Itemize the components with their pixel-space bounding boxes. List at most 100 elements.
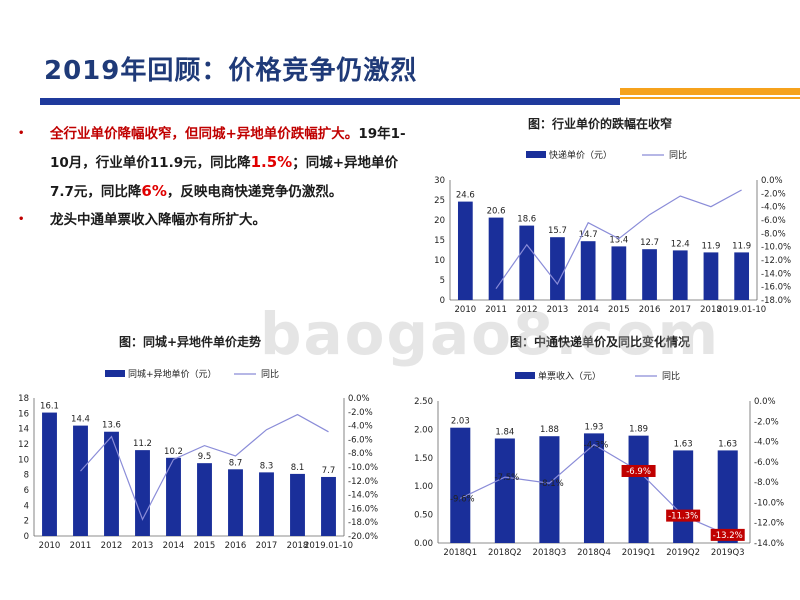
bar	[197, 463, 212, 536]
bar	[290, 473, 305, 536]
yoy-line	[495, 189, 742, 290]
title-underline-orange-thin	[620, 97, 800, 99]
bullet-list: • 全行业单价降幅收窄，但同城+异地单价跌幅扩大。19年1-10月，行业单价11.…	[14, 120, 414, 234]
y-left-tick-label: 2	[24, 517, 29, 527]
bar-value-label: 11.2	[133, 439, 152, 449]
y-right-tick-label: -14.0%	[754, 539, 784, 549]
yoy-label-highlight	[621, 464, 656, 477]
legend-bar-swatch	[515, 372, 535, 379]
bar	[703, 252, 719, 300]
bar-value-label: 13.4	[609, 235, 628, 245]
bar	[494, 438, 515, 543]
bar	[73, 425, 88, 536]
bar	[104, 431, 119, 536]
x-tick-label: 2018Q3	[533, 548, 567, 558]
y-left-tick-label: 14	[18, 425, 29, 435]
bar	[457, 201, 473, 300]
y-right-tick-label: -16.0%	[348, 504, 378, 514]
bar	[519, 225, 535, 300]
y-right-tick-label: -2.0%	[761, 189, 786, 199]
bar	[259, 472, 274, 536]
bullet-item: • 龙头中通单票收入降幅亦有所扩大。	[14, 206, 414, 234]
y-left-tick-label: 1.50	[414, 454, 433, 464]
bullet-text: 龙头中通单票收入降幅亦有所扩大。	[50, 206, 266, 234]
y-right-tick-label: -14.0%	[761, 269, 791, 279]
x-tick-label: 2018Q2	[488, 548, 522, 558]
bullet-text-run: ；同城+异地单价7.7元，同比降	[50, 155, 399, 200]
y-right-tick-label: -12.0%	[761, 256, 791, 266]
bar-value-label: 8.1	[291, 463, 305, 473]
chart3-title: 图：中通快递单价及同比变化情况	[509, 335, 690, 349]
bar-value-label: 15.7	[548, 226, 567, 236]
bar	[628, 435, 649, 543]
y-left-tick-label: 10	[434, 256, 445, 266]
bar-value-label: 1.93	[585, 422, 604, 432]
yoy-value-label: -7.5%	[495, 473, 520, 483]
bar-value-label: 1.89	[629, 425, 648, 435]
bar-value-label: 14.4	[71, 415, 90, 425]
y-right-tick-label: -10.0%	[761, 243, 791, 253]
bar-value-label: 16.1	[40, 402, 59, 412]
bar-value-label: 1.84	[495, 427, 514, 437]
y-right-tick-label: -16.0%	[761, 283, 791, 293]
legend-bar-label: 快递单价（元）	[549, 149, 612, 161]
x-tick-label: 2011	[70, 541, 92, 551]
bullet-text-run: 19年1-10月，行业单价11.9元，同比降	[50, 126, 406, 171]
bar	[450, 427, 471, 543]
yoy-value-label: -13.2%	[713, 531, 743, 541]
y-left-tick-label: 0	[24, 532, 29, 542]
x-tick-label: 2014	[163, 541, 185, 551]
x-tick-label: 2019.01-10	[304, 541, 353, 551]
yoy-value-label: -4.3%	[584, 441, 609, 451]
x-tick-label: 2011	[485, 305, 507, 315]
x-tick-label: 2016	[639, 305, 661, 315]
x-tick-label: 2019Q1	[622, 548, 656, 558]
yoy-value-label: -8.1%	[539, 479, 564, 489]
x-tick-label: 2018Q4	[577, 548, 611, 558]
chart2-title: 图：同城+异地件单价走势	[118, 335, 262, 349]
x-tick-label: 2018	[287, 541, 309, 551]
y-left-tick-label: 4	[24, 501, 29, 511]
y-right-tick-label: -12.0%	[754, 519, 784, 529]
title-underline-blue	[40, 98, 620, 105]
y-left-tick-label: 16	[18, 409, 29, 419]
x-tick-label: 2010	[39, 541, 61, 551]
bar	[717, 450, 738, 543]
x-tick-label: 2015	[194, 541, 216, 551]
page-title: 2019年回顾：价格竞争仍激烈	[44, 56, 418, 86]
y-left-tick-label: 8	[24, 471, 29, 481]
chart1-industry-unit-price: 快递单价（元） 同比 0 5 10 15 20 25 30 0.0% -2.0% -4.0% -6.0%…	[434, 149, 791, 315]
bar-value-label: 10.2	[164, 447, 183, 457]
legend-bar-swatch	[105, 370, 125, 377]
y-left-tick-label: 12	[18, 440, 29, 450]
bar-value-label: 2.03	[451, 417, 470, 427]
y-right-tick-label: -10.0%	[348, 463, 378, 473]
x-tick-label: 2013	[132, 541, 154, 551]
legend-line-label: 同比	[662, 370, 680, 382]
bar-value-label: 24.6	[456, 191, 475, 201]
bar	[642, 249, 657, 300]
legend-line-label: 同比	[669, 149, 687, 161]
bar-value-label: 1.63	[674, 439, 693, 449]
y-left-tick-label: 30	[434, 176, 445, 186]
x-tick-label: 2017	[669, 305, 691, 315]
x-tick-label: 2016	[225, 541, 247, 551]
y-right-tick-label: -4.0%	[348, 422, 373, 432]
y-right-tick-label: -18.0%	[348, 518, 378, 528]
bullet-text: 全行业单价降幅收窄，但同城+异地单价跌幅扩大。19年1-10月，行业单价11.9…	[50, 120, 414, 206]
x-tick-label: 2017	[256, 541, 278, 551]
y-left-tick-label: 5	[440, 276, 445, 286]
legend-bar-label: 单票收入（元）	[538, 370, 601, 382]
yoy-label-highlight	[666, 509, 701, 522]
chart2-intercity-unit-price: 同城+异地单价（元） 同比 0 2 4 6 8 10 12 14 16 18 0.0% -2.0% -4.0…	[18, 368, 378, 551]
y-right-tick-label: -6.0%	[761, 216, 786, 226]
bullet-text-run: 1.5%	[250, 153, 293, 171]
y-left-tick-label: 2.00	[414, 425, 433, 435]
bar-value-label: 1.63	[718, 439, 737, 449]
x-tick-label: 2019.01-10	[717, 305, 766, 315]
y-right-tick-label: 0.0%	[761, 176, 783, 186]
y-right-tick-label: -12.0%	[348, 477, 378, 487]
bullet-text-run: 龙头中通单票收入降幅亦有所扩大。	[50, 212, 266, 228]
bar	[550, 237, 565, 300]
y-left-tick-label: 2.50	[414, 397, 433, 407]
